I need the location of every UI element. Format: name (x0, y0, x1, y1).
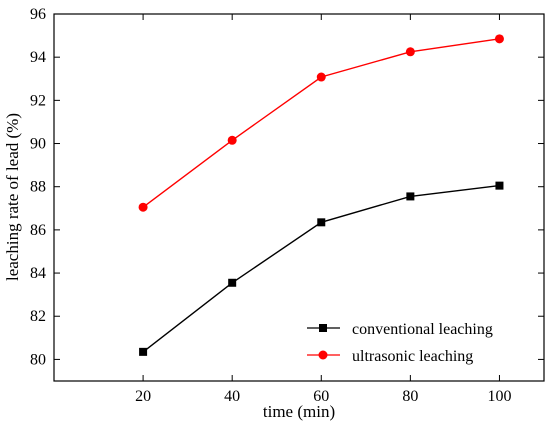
data-point (316, 72, 326, 82)
data-point (495, 181, 504, 190)
y-axis-title: leaching rate of lead (%) (3, 113, 22, 281)
y-tick-label: 86 (30, 222, 46, 239)
y-tick-label: 92 (30, 92, 46, 109)
y-tick-label: 94 (30, 49, 46, 66)
x-tick-label: 80 (402, 388, 418, 405)
legend-label-conventional: conventional leaching (352, 321, 493, 338)
data-point (138, 202, 148, 212)
legend-label-ultrasonic: ultrasonic leaching (352, 348, 473, 365)
data-point (405, 47, 415, 57)
series-ultrasonic (138, 34, 504, 212)
y-tick-label: 90 (30, 136, 46, 153)
y-axis: 80 82 84 86 88 90 92 94 96 (30, 6, 544, 368)
data-point (406, 192, 415, 201)
data-point (227, 135, 237, 145)
data-point (494, 34, 504, 44)
plot-frame (53, 13, 545, 382)
x-tick-label: 100 (487, 388, 511, 405)
legend: conventional leaching ultrasonic leachin… (307, 321, 493, 365)
data-point (139, 347, 148, 356)
y-tick-label: 84 (30, 265, 46, 282)
x-tick-label: 60 (313, 388, 329, 405)
series-layer (138, 34, 504, 356)
y-tick-label: 96 (30, 6, 46, 23)
series-conventional (139, 181, 504, 356)
series-line (142, 38, 500, 208)
y-tick-label: 80 (30, 351, 46, 368)
x-tick-label: 40 (224, 388, 240, 405)
legend-marker-conventional (319, 324, 327, 332)
legend-item-conventional: conventional leaching (307, 321, 493, 338)
x-axis-title: time (min) (263, 402, 335, 421)
y-tick-label: 82 (30, 308, 46, 325)
legend-marker-ultrasonic (318, 350, 328, 360)
x-axis: 20 40 60 80 100 (135, 14, 511, 405)
legend-item-ultrasonic: ultrasonic leaching (307, 348, 473, 365)
data-point (228, 278, 237, 287)
x-tick-label: 20 (135, 388, 151, 405)
y-tick-label: 88 (30, 179, 46, 196)
data-point (317, 218, 326, 227)
